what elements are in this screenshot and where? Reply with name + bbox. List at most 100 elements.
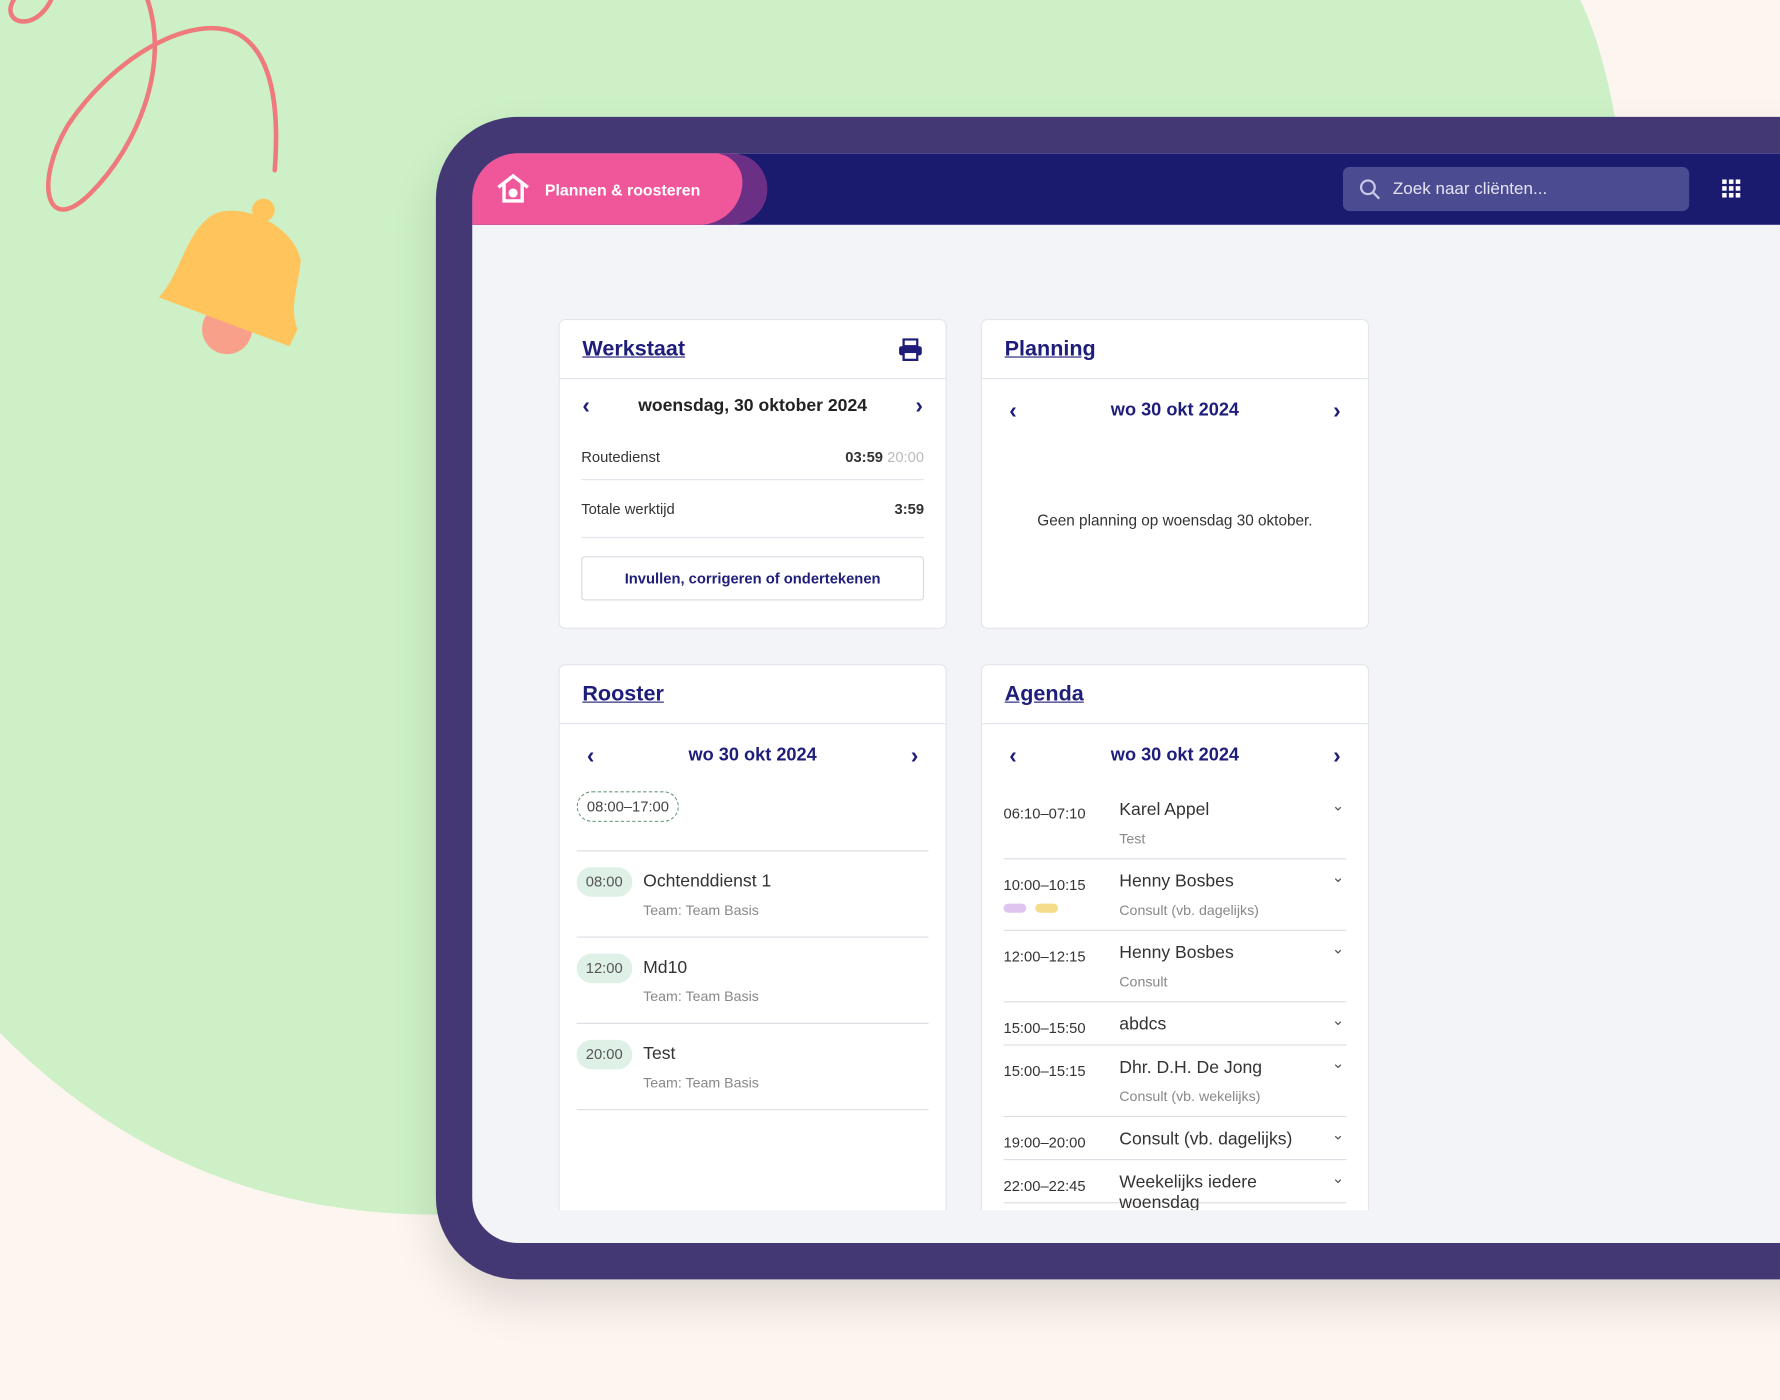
appointment-text: Weekelijks iedere woensdag [1119, 1160, 1323, 1210]
prev[interactable]: ‹ [582, 393, 590, 419]
next[interactable]: › [1333, 742, 1341, 768]
shift-item[interactable]: 12:00 Md10 Team: Team Basis [576, 938, 929, 1024]
appointment-time: 19:00–20:00 [1003, 1134, 1086, 1152]
card-header: Agenda [981, 665, 1368, 725]
expand[interactable]: ⌄ [1331, 1011, 1345, 1029]
shift-title: Test [643, 1044, 676, 1064]
shift-text: Test Team: Team Basis [643, 1040, 759, 1109]
appointment-title: Consult (vb. dagelijks) [1119, 1129, 1293, 1149]
appointment-subtitle: Consult (vb. wekelijks) [1119, 1088, 1261, 1105]
appointment-text: Henny Bosbes Consult (vb. dagelijks) [1119, 859, 1323, 929]
appointment-text: abdcs [1119, 1002, 1323, 1044]
empty-message: Geen planning op woensdag 30 oktober. [1037, 511, 1313, 530]
shift-time: 08:00 [576, 867, 632, 897]
date: woensdag, 30 oktober 2024 [638, 396, 868, 416]
total-row: Totale werktijd 3:59 [581, 480, 925, 539]
shift-time: 12:00 [576, 953, 632, 984]
app-name: Plannen & roosteren [544, 179, 701, 199]
prev[interactable]: ‹ [586, 742, 595, 768]
appointment-text: Henny Bosbes Consult [1119, 931, 1323, 1001]
appointment-title: Henny Bosbes [1119, 943, 1234, 963]
werkstaat-card: Werkstaat ‹ woensdag, 30 oktober 2024 › Ro… [558, 318, 947, 629]
print-icon[interactable] [898, 337, 923, 361]
shift-title: Ochtenddienst 1 [643, 871, 772, 892]
appointment-time: 15:00–15:15 [1003, 1062, 1086, 1080]
planning-card: Planning ‹ wo 30 okt 2024 › Geen planning … [980, 318, 1370, 629]
appointment-time: 22:00–22:45 [1003, 1177, 1086, 1195]
appointment-time: 12:00–12:15 [1003, 947, 1086, 965]
total-label: Totale werktijd [581, 500, 675, 518]
expand[interactable]: ⌄ [1331, 868, 1345, 886]
prev[interactable]: ‹ [1009, 397, 1017, 423]
appointment-time: 06:10–07:10 [1003, 804, 1086, 822]
date-nav: ‹ wo 30 okt 2024 › [982, 724, 1368, 788]
action-button[interactable]: Invullen, corrigeren of ondertekenen [581, 556, 925, 601]
appointment[interactable]: 12:00–12:15 Henny Bosbes Consult ⌄ [1003, 931, 1347, 1003]
appointment-subtitle: Test [1119, 830, 1146, 847]
search-icon [1359, 178, 1381, 199]
shift-team: Team: Team Basis [643, 988, 759, 1005]
appointment[interactable]: 15:00–15:15 Dhr. D.H. De Jong Consult (vb.… [1003, 1046, 1347, 1118]
appointment-subtitle: Consult (vb. dagelijks) [1119, 902, 1259, 919]
appointment-text: Karel Appel Test [1119, 788, 1323, 858]
expand[interactable]: ⌄ [1331, 1169, 1345, 1187]
appointment[interactable]: 19:00–20:00 Consult (vb. dagelijks) ⌄ [1003, 1117, 1347, 1161]
expand[interactable]: ⌄ [1331, 796, 1345, 814]
shift-item[interactable]: 08:00 Ochtenddienst 1 Team: Team Basis [576, 851, 929, 938]
werk-row: Routedienst 03:59 20:00 [581, 434, 925, 481]
search-placeholder: Zoek naar cliënten... [1392, 179, 1548, 199]
shift-team: Team: Team Basis [643, 1075, 759, 1091]
appointment-title: abdcs [1119, 1014, 1167, 1035]
appointment-time: 10:00–10:15 [1003, 859, 1120, 929]
appointment-subtitle: Consult [1119, 974, 1168, 990]
row-time: 03:59 [845, 447, 883, 465]
tag [1003, 903, 1027, 913]
screen: Plannen & roosteren Zoek naar cliënten..… [472, 153, 1780, 1244]
appointment[interactable]: 15:00–15:50 abdcs ⌄ [1003, 1002, 1347, 1046]
apps-icon[interactable] [1722, 179, 1742, 199]
appointment-title: Dhr. D.H. De Jong [1119, 1058, 1263, 1078]
tags [1003, 903, 1120, 913]
prev[interactable]: ‹ [1009, 742, 1017, 768]
next[interactable]: › [915, 393, 923, 419]
appointment-title: Weekelijks iedere woensdag [1119, 1172, 1257, 1211]
appointment[interactable]: 22:00–22:45 Weekelijks iedere woensdag ⌄ [1003, 1160, 1347, 1210]
shift-list: 08:00 Ochtenddienst 1 Team: Team Basis 12:0… [560, 851, 946, 1111]
date-nav: ‹ wo 30 okt 2024 › [982, 379, 1368, 443]
expand[interactable]: ⌄ [1331, 1054, 1345, 1072]
home-icon [497, 173, 529, 203]
shift-time: 20:00 [576, 1039, 632, 1070]
appointment-text: Dhr. D.H. De Jong Consult (vb. wekelijks) [1119, 1046, 1323, 1116]
search[interactable]: Zoek naar cliënten... [1342, 166, 1690, 212]
content: Werkstaat ‹ woensdag, 30 oktober 2024 › Ro… [472, 225, 1780, 1211]
shift-team: Team: Team Basis [643, 902, 759, 919]
card-title[interactable]: Planning [1004, 336, 1096, 361]
next[interactable]: › [1333, 397, 1341, 423]
card-title[interactable]: Rooster [582, 681, 664, 706]
appointment[interactable]: 10:00–10:15 Henny Bosbes Consult (vb. dage… [1003, 859, 1347, 931]
expand[interactable]: ⌄ [1331, 939, 1345, 957]
next[interactable]: › [910, 742, 919, 768]
date: wo 30 okt 2024 [1110, 745, 1240, 766]
shift-title: Md10 [643, 958, 688, 978]
shift-item[interactable]: 20:00 Test Team: Team Basis [576, 1024, 929, 1111]
rooster-card: Rooster ‹ wo 30 okt 2024 › 08:00–17:00 08:… [558, 664, 947, 1211]
shift-text: Ochtenddienst 1 Team: Team Basis [643, 867, 771, 936]
appointment-title: Karel Appel [1119, 800, 1210, 820]
date-nav: ‹ woensdag, 30 oktober 2024 › [560, 379, 946, 433]
card-header: Werkstaat [559, 320, 946, 380]
app-tab[interactable]: Plannen & roosteren [472, 153, 743, 225]
range-chip: 08:00–17:00 [576, 791, 680, 822]
appointment[interactable]: 06:10–07:10 Karel Appel Test ⌄ [1003, 788, 1347, 860]
appointment-title: Henny Bosbes [1119, 871, 1234, 892]
card-title[interactable]: Agenda [1004, 681, 1084, 706]
card-header: Rooster [559, 665, 946, 725]
expand[interactable]: ⌄ [1331, 1126, 1345, 1144]
card-title[interactable]: Werkstaat [582, 336, 686, 361]
tag [1035, 903, 1059, 913]
agenda-card: Agenda ‹ wo 30 okt 2024 › 06:10–07:10 Karel… [980, 664, 1370, 1211]
appointment-list: 06:10–07:10 Karel Appel Test ⌄ 10:00–10:15 He… [982, 788, 1368, 1210]
date: wo 30 okt 2024 [688, 745, 817, 766]
